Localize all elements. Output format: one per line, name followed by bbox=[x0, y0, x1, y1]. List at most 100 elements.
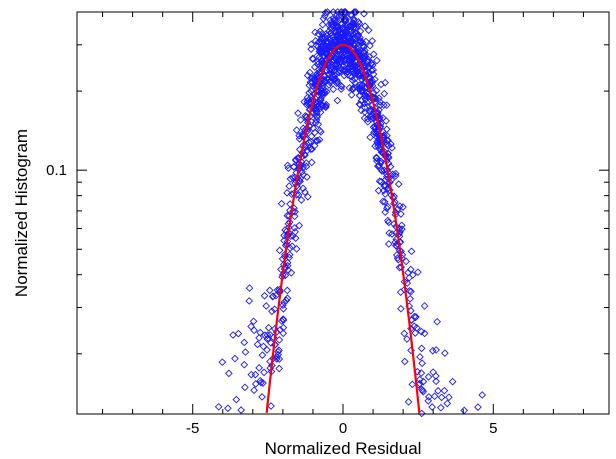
scatter-point bbox=[315, 126, 324, 135]
scatter-point bbox=[291, 156, 300, 165]
scatter-point bbox=[329, 14, 338, 22]
scatter-point bbox=[331, 61, 339, 69]
scatter-point bbox=[335, 68, 343, 77]
scatter-point bbox=[285, 182, 294, 190]
scatter-point bbox=[325, 44, 333, 53]
scatter-point bbox=[372, 112, 380, 120]
scatter-point bbox=[255, 334, 263, 342]
scatter-point bbox=[356, 100, 365, 109]
scatter-point bbox=[343, 65, 352, 74]
scatter-point bbox=[259, 379, 267, 387]
scatter-point bbox=[289, 173, 297, 182]
scatter-point bbox=[339, 57, 348, 66]
scatter-point bbox=[370, 122, 379, 131]
scatter-point bbox=[314, 57, 322, 66]
scatter-point bbox=[283, 258, 292, 267]
scatter-point bbox=[277, 317, 286, 325]
scatter-point bbox=[307, 87, 316, 96]
scatter-point bbox=[307, 158, 316, 167]
scatter-point bbox=[335, 32, 344, 41]
scatter-point bbox=[267, 402, 275, 410]
scatter-point bbox=[224, 404, 232, 413]
scatter-point bbox=[259, 342, 268, 351]
scatter-point bbox=[372, 154, 381, 163]
scatter-point bbox=[229, 331, 237, 339]
scatter-point bbox=[284, 266, 293, 274]
scatter-point bbox=[325, 81, 333, 89]
scatter-point bbox=[330, 75, 339, 84]
scatter-point bbox=[402, 257, 410, 266]
scatter-point bbox=[334, 22, 342, 30]
scatter-point bbox=[241, 383, 249, 392]
scatter-point bbox=[272, 355, 281, 363]
scatter-point bbox=[301, 112, 310, 120]
scatter-point bbox=[388, 230, 396, 238]
scatter-point bbox=[333, 76, 341, 85]
scatter-point bbox=[317, 42, 326, 51]
scatter-point bbox=[383, 131, 391, 140]
scatter-point bbox=[351, 24, 360, 32]
scatter-point bbox=[347, 27, 356, 35]
scatter-point bbox=[318, 59, 327, 67]
scatter-point bbox=[333, 17, 342, 26]
scatter-point bbox=[417, 369, 426, 377]
scatter-point bbox=[329, 8, 338, 16]
scatter-point bbox=[260, 291, 269, 300]
scatter-point bbox=[275, 355, 284, 363]
scatter-point bbox=[299, 163, 307, 172]
scatter-point bbox=[317, 96, 325, 105]
scatter-point bbox=[316, 99, 325, 108]
scatter-point bbox=[333, 56, 342, 65]
scatter-point bbox=[237, 406, 245, 414]
scatter-point bbox=[415, 375, 424, 384]
scatter-point bbox=[234, 329, 243, 338]
scatter-point bbox=[302, 162, 311, 171]
scatter-point bbox=[433, 317, 442, 326]
scatter-point bbox=[345, 37, 354, 46]
scatter-point bbox=[328, 66, 336, 74]
scatter-point bbox=[361, 95, 370, 104]
scatter-point bbox=[365, 107, 374, 116]
scatter-point bbox=[292, 182, 301, 190]
scatter-point bbox=[430, 392, 439, 401]
scatter-point bbox=[295, 135, 304, 143]
scatter-point bbox=[317, 128, 325, 136]
scatter-point bbox=[440, 386, 449, 395]
scatter-point bbox=[354, 18, 363, 26]
scatter-point bbox=[250, 326, 258, 335]
scatter-point bbox=[437, 393, 446, 402]
scatter-point bbox=[325, 70, 334, 79]
scatter-point bbox=[247, 370, 256, 379]
scatter-point bbox=[349, 19, 357, 27]
scatter-point bbox=[260, 368, 268, 377]
scatter-point bbox=[392, 251, 401, 259]
scatter-point bbox=[323, 39, 332, 47]
scatter-point bbox=[296, 116, 305, 124]
scatter-point bbox=[279, 316, 288, 324]
scatter-point bbox=[273, 286, 282, 294]
scatter-point bbox=[419, 377, 428, 386]
scatter-point bbox=[302, 100, 311, 109]
scatter-point bbox=[313, 86, 321, 95]
scatter-point bbox=[353, 68, 362, 76]
scatter-point bbox=[352, 8, 360, 16]
scatter-point bbox=[314, 30, 323, 38]
scatter-point bbox=[337, 8, 346, 16]
scatter-point bbox=[383, 204, 391, 213]
scatter-point bbox=[404, 398, 413, 406]
scatter-point bbox=[382, 117, 390, 125]
scatter-point bbox=[299, 170, 307, 179]
scatter-point bbox=[251, 370, 260, 379]
scatter-point bbox=[292, 126, 301, 134]
scatter-point bbox=[316, 94, 325, 103]
scatter-point bbox=[403, 335, 411, 343]
scatter-point bbox=[285, 250, 294, 259]
scatter-point bbox=[460, 406, 469, 415]
scatter-point bbox=[394, 205, 402, 213]
scatter-point bbox=[376, 157, 385, 166]
scatter-point bbox=[328, 36, 337, 45]
scatter-point bbox=[391, 169, 400, 178]
scatter-point bbox=[384, 141, 393, 150]
x-tick-label-5: 5 bbox=[489, 420, 497, 437]
scatter-point bbox=[299, 184, 307, 193]
